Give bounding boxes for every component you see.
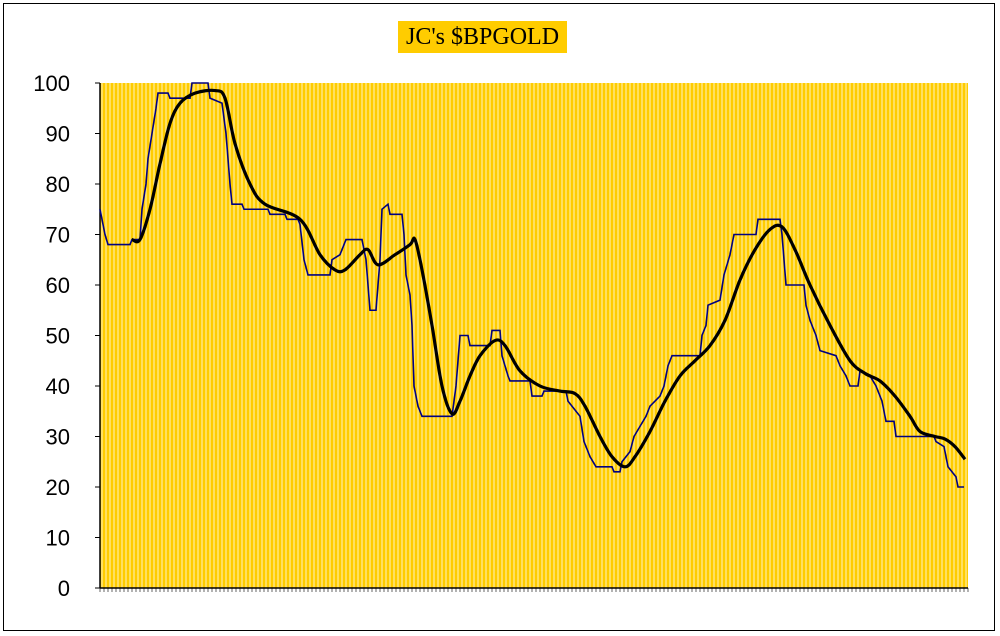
y-tick-label: 60 (46, 273, 70, 298)
y-tick-label: 40 (46, 374, 70, 399)
series-bpgold-line (99, 82, 964, 488)
y-tick-label: 0 (58, 576, 70, 601)
y-tick-label: 100 (33, 71, 70, 96)
y-tick-label: 80 (46, 172, 70, 197)
y-tick-label: 20 (46, 475, 70, 500)
y-tick-label: 90 (46, 122, 70, 147)
y-tick-label: 50 (46, 324, 70, 349)
y-tick-label: 10 (46, 526, 70, 551)
y-tick-label: 30 (46, 425, 70, 450)
y-tick-label: 70 (46, 223, 70, 248)
series-moving-average-line (131, 88, 967, 469)
chart-title: JC's $BPGOLD (398, 21, 568, 53)
chart-frame (3, 3, 995, 631)
